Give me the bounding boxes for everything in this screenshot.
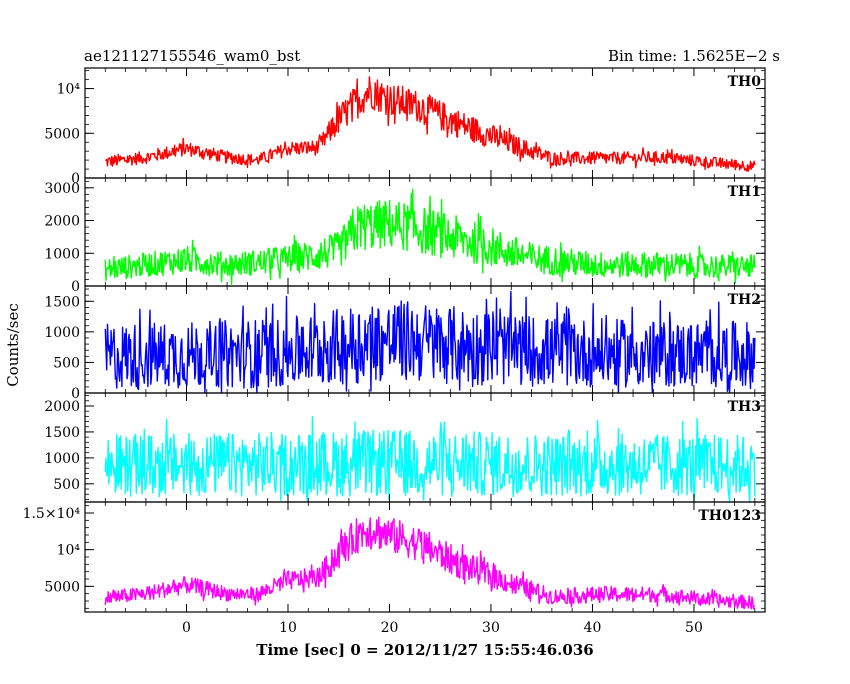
y-tick-label: 0: [71, 386, 80, 402]
panel-th2: 0 500 1000 1500 TH2: [44, 285, 766, 402]
panel-label-th3: TH3: [728, 399, 761, 415]
y-tick-label: 10⁴: [57, 543, 81, 559]
x-tick-label: 50: [685, 620, 703, 636]
y-tick-label: 3000: [44, 181, 80, 197]
plot-title: ae121127155546_wam0_bst: [84, 47, 300, 65]
panel-label-th2: TH2: [728, 292, 761, 308]
series-th2-line: [104, 290, 756, 394]
x-tick-label: 10: [279, 620, 297, 636]
y-tick-label: 0: [71, 171, 80, 187]
x-axis-label: Time [sec] 0 = 2012/11/27 15:55:46.036: [256, 641, 593, 659]
panel-frame: [84, 501, 766, 613]
panel-th1: 0 1000 2000 3000 TH1: [44, 177, 766, 295]
y-tick-label: 1500: [44, 294, 80, 310]
y-tick-label: 0: [71, 279, 80, 295]
y-axis-label: Counts/sec: [4, 303, 22, 387]
panel-label-th0123: TH0123: [698, 508, 761, 524]
panel-th0123: 5000 10⁴ 1.5×10⁴ TH0123: [23, 501, 766, 613]
panel-label-th1: TH1: [728, 184, 761, 200]
y-tick-label: 500: [53, 355, 80, 371]
y-tick-label: 1.5×10⁴: [23, 506, 81, 522]
panel-th0: 0 5000 10⁴ TH0: [44, 67, 766, 187]
y-tick-label: 2000: [44, 214, 80, 230]
y-tick-label: 500: [53, 477, 80, 493]
x-tick-label: 20: [381, 620, 399, 636]
panel-th3: 500 1000 1500 2000 TH3: [44, 392, 766, 503]
panel-label-th0: TH0: [728, 74, 762, 90]
x-tick-label: 0: [182, 620, 191, 636]
x-axis: 0 10 20 30 40 50: [182, 620, 703, 636]
x-tick-label: 30: [482, 620, 500, 636]
y-tick-label: 1000: [44, 325, 80, 341]
y-tick-label: 1500: [44, 425, 80, 441]
y-tick-label: 5000: [44, 579, 80, 595]
panels-group: 0 5000 10⁴ TH0 0 1000 2000 3000 TH1 0 500 1000 1500 T…: [23, 67, 766, 613]
y-tick-label: 10⁴: [57, 82, 81, 98]
series-th3-line: [104, 416, 756, 503]
series-th0123-line: [104, 516, 756, 610]
y-tick-label: 1000: [44, 246, 80, 262]
series-th0-line: [105, 76, 756, 172]
series-th1-line: [104, 188, 756, 285]
y-tick-label: 5000: [44, 126, 80, 142]
y-tick-label: 1000: [44, 451, 80, 467]
y-tick-label: 2000: [44, 399, 80, 415]
x-tick-label: 40: [584, 620, 602, 636]
bin-time-label: Bin time: 1.5625E−2 s: [608, 47, 780, 65]
